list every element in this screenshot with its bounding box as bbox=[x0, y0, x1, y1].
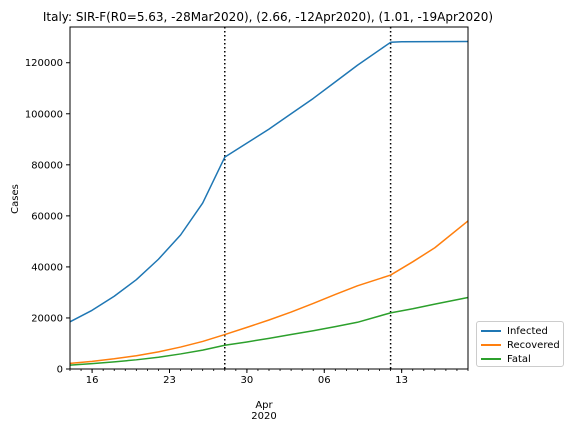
plot-frame bbox=[70, 27, 468, 369]
legend-label-recovered: Recovered bbox=[507, 340, 560, 351]
series-line-infected bbox=[70, 42, 468, 322]
legend-label-fatal: Fatal bbox=[507, 354, 531, 365]
chart-title: Italy: SIR-F(R0=5.63, -28Mar2020), (2.66… bbox=[43, 10, 493, 24]
y-tick-label: 20000 bbox=[31, 313, 63, 324]
y-tick-label: 80000 bbox=[31, 160, 63, 171]
change-date-lines bbox=[225, 27, 391, 369]
x-axis-year-label: 2020 bbox=[251, 411, 276, 422]
series-lines bbox=[70, 42, 468, 366]
x-tick-label: 30 bbox=[241, 375, 254, 386]
x-tick-label: 23 bbox=[163, 375, 176, 386]
y-tick-label: 40000 bbox=[31, 262, 63, 273]
series-line-recovered bbox=[70, 221, 468, 363]
legend: Infected Recovered Fatal bbox=[476, 321, 564, 367]
legend-item-infected: Infected bbox=[481, 324, 563, 338]
legend-label-infected: Infected bbox=[507, 326, 548, 337]
y-tick-label: 0 bbox=[57, 365, 63, 376]
y-axis-label: Cases bbox=[10, 184, 21, 214]
series-line-fatal bbox=[70, 298, 468, 366]
x-tick-label: 13 bbox=[395, 375, 408, 386]
y-tick-label: 100000 bbox=[25, 109, 63, 120]
x-axis-month-label: Apr bbox=[255, 400, 273, 411]
y-axis-ticks: 0 20000 40000 60000 80000 100000 120000 bbox=[25, 58, 70, 375]
legend-swatch-recovered bbox=[481, 344, 501, 346]
x-tick-label: 06 bbox=[318, 375, 331, 386]
y-tick-label: 60000 bbox=[31, 211, 63, 222]
x-axis-ticks: 16 23 30 06 13 bbox=[70, 369, 468, 386]
y-tick-label: 120000 bbox=[25, 58, 63, 69]
legend-swatch-fatal bbox=[481, 358, 501, 360]
legend-swatch-infected bbox=[481, 330, 501, 332]
legend-item-fatal: Fatal bbox=[481, 352, 563, 366]
x-tick-label: 16 bbox=[86, 375, 99, 386]
legend-item-recovered: Recovered bbox=[481, 338, 563, 352]
